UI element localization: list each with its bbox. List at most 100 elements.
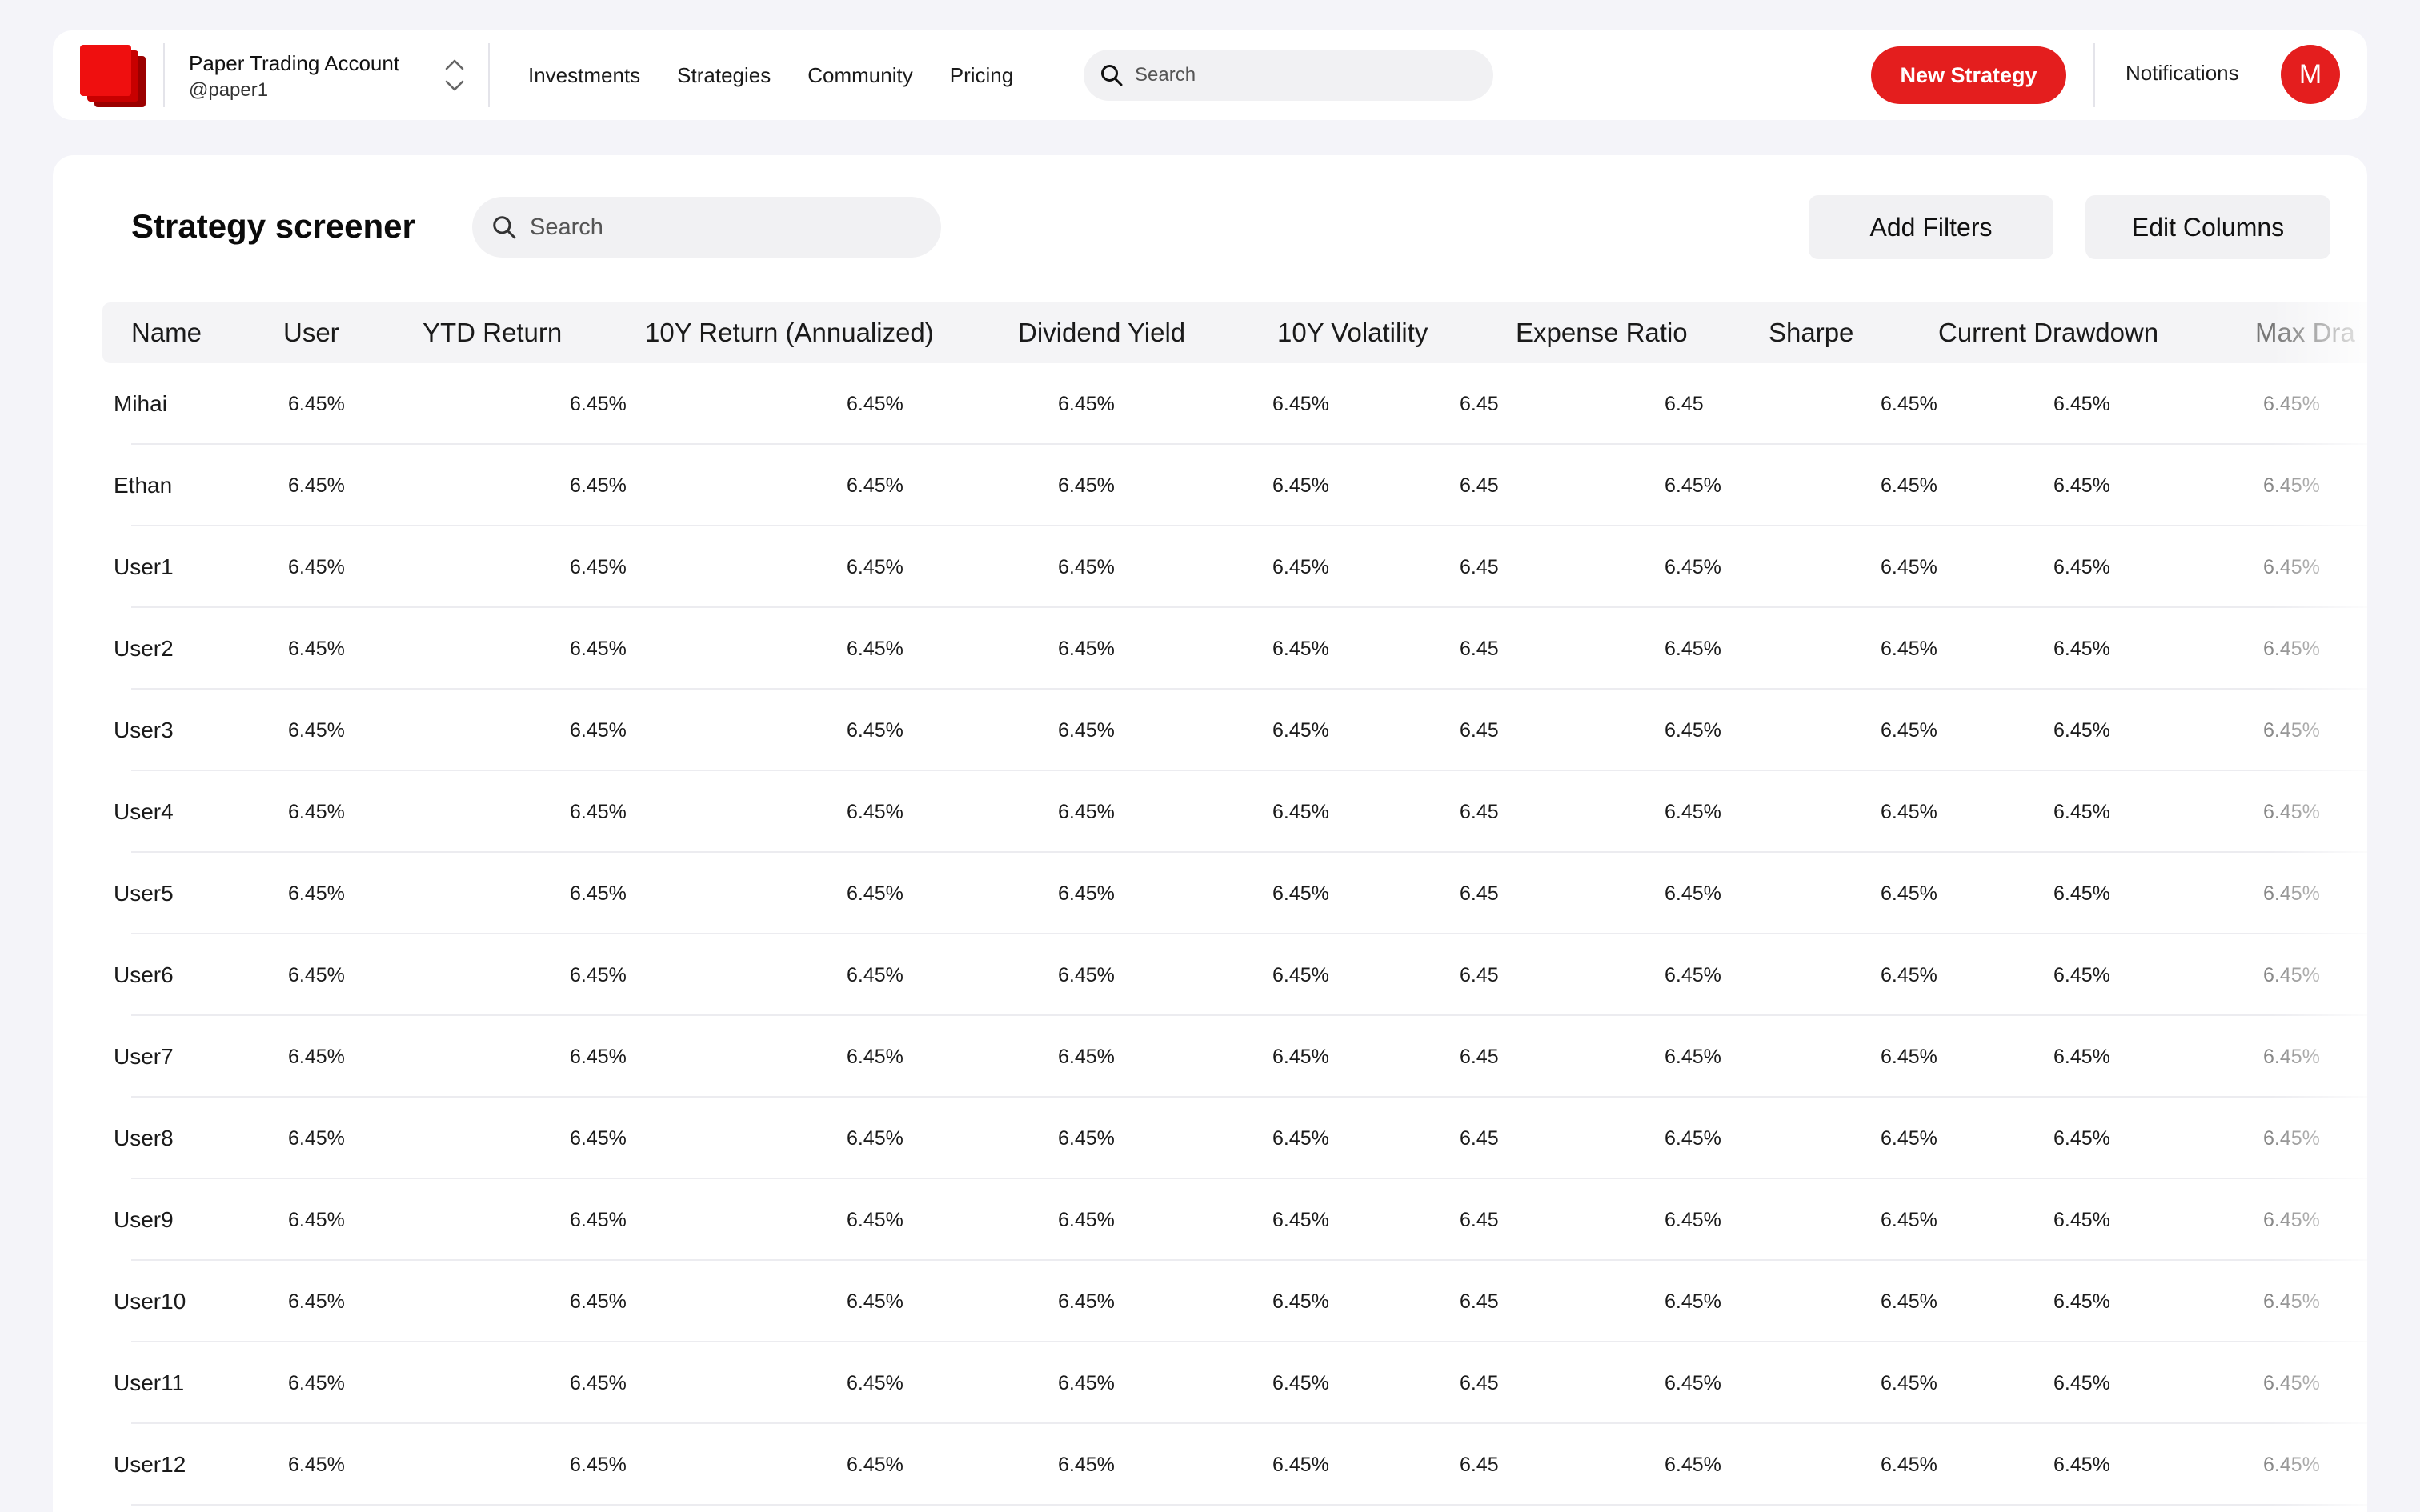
value-cell: 6.45% — [2263, 638, 2320, 660]
column-header-10y-return[interactable]: 10Y Return (Annualized) — [645, 318, 934, 347]
column-header-sharpe[interactable]: Sharpe — [1769, 318, 1854, 347]
value-cell: 6.45 — [1460, 882, 1499, 905]
value-cell: 6.45% — [1272, 964, 1329, 986]
brand-logo[interactable] — [80, 45, 146, 107]
value-cell: 6.45% — [1881, 1127, 1937, 1150]
value-cell: 6.45 — [1460, 1290, 1499, 1313]
value-cell: 6.45% — [1881, 1209, 1937, 1231]
value-cell: 6.45% — [1058, 1046, 1115, 1068]
column-header-current-drawdown[interactable]: Current Drawdown — [1938, 318, 2159, 347]
value-cell: 6.45% — [2263, 719, 2320, 742]
divider — [2093, 43, 2095, 107]
table-row[interactable]: User3 6.45% 6.45% 6.45% 6.45% 6.45% 6.45 6.45% 6… — [114, 690, 2367, 771]
nav-investments[interactable]: Investments — [528, 62, 641, 87]
column-header-max-drawdown[interactable]: Max Dra — [2255, 318, 2355, 347]
add-filters-button[interactable]: Add Filters — [1809, 195, 2053, 259]
table-row[interactable]: Mihai 6.45% 6.45% 6.45% 6.45% 6.45% 6.45 6.45 6.… — [114, 363, 2367, 445]
value-cell: 6.45% — [1272, 1209, 1329, 1231]
table-row[interactable]: User2 6.45% 6.45% 6.45% 6.45% 6.45% 6.45 6.45% 6… — [114, 608, 2367, 690]
value-cell: 6.45% — [847, 1209, 903, 1231]
value-cell: 6.45% — [1058, 1454, 1115, 1476]
global-search — [1084, 50, 1493, 101]
value-cell: 6.45% — [1272, 474, 1329, 497]
table-row[interactable]: Ethan 6.45% 6.45% 6.45% 6.45% 6.45% 6.45 6.45% 6… — [114, 445, 2367, 526]
table-row[interactable]: User7 6.45% 6.45% 6.45% 6.45% 6.45% 6.45 6.45% 6… — [114, 1016, 2367, 1098]
table-row[interactable]: User9 6.45% 6.45% 6.45% 6.45% 6.45% 6.45 6.45% 6… — [114, 1179, 2367, 1261]
value-cell: 6.45% — [2263, 1209, 2320, 1231]
value-cell: 6.45% — [570, 1209, 627, 1231]
chevron-up-down-icon[interactable] — [443, 56, 466, 94]
value-cell: 6.45% — [1665, 638, 1721, 660]
value-cell: 6.45% — [1058, 719, 1115, 742]
table-row[interactable]: User8 6.45% 6.45% 6.45% 6.45% 6.45% 6.45 6.45% 6… — [114, 1098, 2367, 1179]
value-cell: 6.45% — [1881, 964, 1937, 986]
value-cell: 6.45% — [1881, 638, 1937, 660]
value-cell: 6.45% — [1058, 1290, 1115, 1313]
screener-search — [472, 197, 941, 258]
value-cell: 6.45% — [1665, 719, 1721, 742]
value-cell: 6.45% — [2263, 1127, 2320, 1150]
table-row[interactable]: User11 6.45% 6.45% 6.45% 6.45% 6.45% 6.45 6.45%… — [114, 1342, 2367, 1424]
value-cell: 6.45% — [288, 474, 345, 497]
value-cell: 6.45% — [1881, 801, 1937, 823]
value-cell: 6.45% — [1272, 1046, 1329, 1068]
nav-strategies[interactable]: Strategies — [677, 62, 771, 87]
edit-columns-button[interactable]: Edit Columns — [2085, 195, 2330, 259]
value-cell: 6.45% — [288, 393, 345, 415]
value-cell: 6.45% — [1665, 882, 1721, 905]
value-cell: 6.45% — [2263, 1290, 2320, 1313]
value-cell: 6.45% — [570, 1046, 627, 1068]
value-cell: 6.45% — [570, 882, 627, 905]
table-row[interactable]: User1 6.45% 6.45% 6.45% 6.45% 6.45% 6.45 6.45% 6… — [114, 526, 2367, 608]
table-row[interactable]: User5 6.45% 6.45% 6.45% 6.45% 6.45% 6.45 6.45% 6… — [114, 853, 2367, 934]
table-row[interactable]: User10 6.45% 6.45% 6.45% 6.45% 6.45% 6.45 6.45%… — [114, 1261, 2367, 1342]
value-cell: 6.45% — [847, 964, 903, 986]
account-name: Paper Trading Account — [189, 51, 400, 75]
table-row[interactable]: User6 6.45% 6.45% 6.45% 6.45% 6.45% 6.45 6.45% 6… — [114, 934, 2367, 1016]
value-cell: 6.45% — [288, 882, 345, 905]
user-avatar[interactable]: M — [2281, 45, 2340, 104]
column-header-name[interactable]: Name — [131, 318, 202, 347]
value-cell: 6.45% — [847, 474, 903, 497]
value-cell: 6.45% — [1272, 719, 1329, 742]
value-cell: 6.45% — [847, 1046, 903, 1068]
column-header-expense-ratio[interactable]: Expense Ratio — [1516, 318, 1688, 347]
table-row[interactable]: User12 6.45% 6.45% 6.45% 6.45% 6.45% 6.45 6.45%… — [114, 1424, 2367, 1506]
column-header-10y-volatility[interactable]: 10Y Volatility — [1277, 318, 1428, 347]
value-cell: 6.45% — [2053, 964, 2110, 986]
value-cell: 6.45% — [1665, 1454, 1721, 1476]
table-header: Name User YTD Return 10Y Return (Annuali… — [102, 302, 2367, 363]
account-switcher[interactable]: Paper Trading Account @paper1 — [189, 48, 399, 102]
table-row[interactable]: User4 6.45% 6.45% 6.45% 6.45% 6.45% 6.45 6.45% 6… — [114, 771, 2367, 853]
nav-community[interactable]: Community — [807, 62, 913, 87]
account-handle: @paper1 — [189, 79, 269, 101]
value-cell: 6.45% — [1058, 393, 1115, 415]
column-header-dividend-yield[interactable]: Dividend Yield — [1018, 318, 1186, 347]
value-cell: 6.45 — [1460, 1127, 1499, 1150]
value-cell: 6.45% — [288, 1372, 345, 1394]
value-cell: 6.45% — [1272, 801, 1329, 823]
value-cell: 6.45% — [570, 638, 627, 660]
global-search-input[interactable] — [1135, 64, 1471, 86]
value-cell: 6.45% — [1272, 556, 1329, 578]
notifications-link[interactable]: Notifications — [2126, 61, 2239, 85]
screener-search-input[interactable] — [530, 214, 914, 241]
new-strategy-button[interactable]: New Strategy — [1871, 46, 2066, 104]
nav-pricing[interactable]: Pricing — [949, 62, 1014, 87]
value-cell: 6.45 — [1460, 556, 1499, 578]
value-cell: 6.45% — [2263, 1372, 2320, 1394]
column-header-ytd-return[interactable]: YTD Return — [423, 318, 563, 347]
value-cell: 6.45% — [1881, 556, 1937, 578]
value-cell: 6.45% — [1058, 964, 1115, 986]
value-cell: 6.45% — [288, 1046, 345, 1068]
strategy-name-cell: User8 — [114, 1126, 174, 1150]
column-header-user[interactable]: User — [283, 318, 339, 347]
value-cell: 6.45% — [847, 638, 903, 660]
value-cell: 6.45% — [2263, 882, 2320, 905]
value-cell: 6.45% — [2263, 393, 2320, 415]
value-cell: 6.45% — [1058, 801, 1115, 823]
value-cell: 6.45% — [288, 638, 345, 660]
value-cell: 6.45% — [2053, 882, 2110, 905]
value-cell: 6.45% — [570, 1454, 627, 1476]
value-cell: 6.45% — [847, 882, 903, 905]
